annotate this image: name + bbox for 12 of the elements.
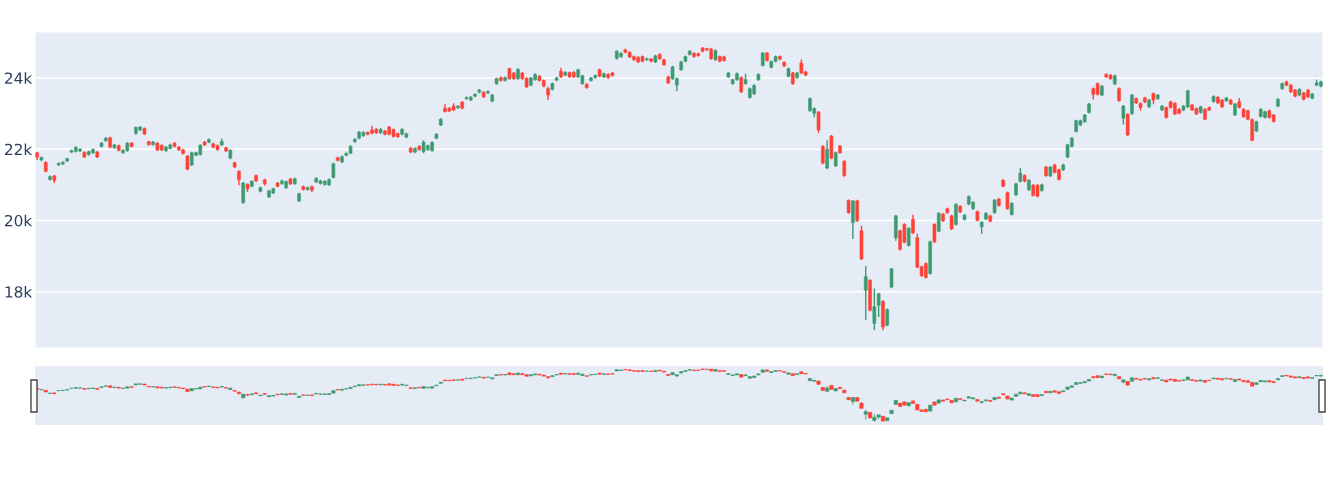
candlestick — [894, 214, 898, 242]
candlestick — [872, 287, 877, 331]
candlestick — [1121, 104, 1126, 126]
candlestick — [863, 265, 868, 321]
y-tick-label: 18k — [5, 285, 33, 298]
y-tick-label: 22k — [5, 143, 33, 156]
y-tick-label: 20k — [5, 214, 33, 227]
candlestick — [825, 139, 829, 170]
candlestick — [932, 222, 937, 244]
candlestick — [816, 110, 821, 134]
candlestick — [851, 199, 855, 240]
y-tick-label: 24k — [5, 72, 33, 84]
